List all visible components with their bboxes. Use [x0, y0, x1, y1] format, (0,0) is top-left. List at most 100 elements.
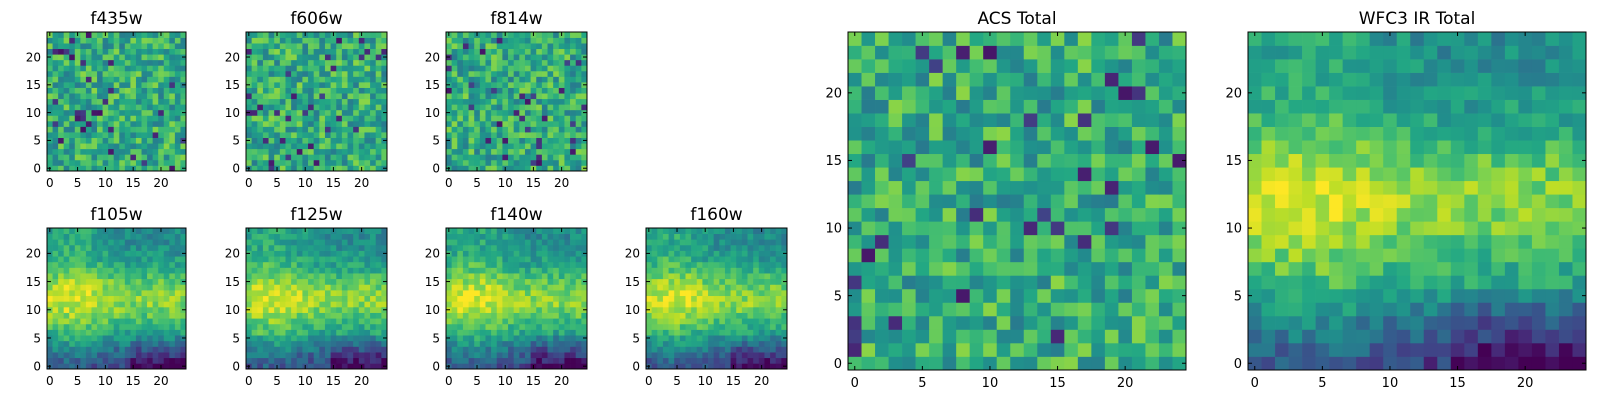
heatmap-cell — [308, 132, 315, 138]
heatmap-cell — [285, 32, 292, 38]
heatmap-cell — [358, 306, 365, 313]
heatmap-cell — [479, 250, 486, 257]
heatmap-cell — [570, 54, 577, 61]
heatmap-cell — [747, 357, 754, 364]
heatmap-cell — [364, 137, 371, 144]
heatmap-cell — [485, 295, 492, 302]
heatmap-cell — [741, 352, 748, 359]
heatmap-cell — [651, 278, 658, 285]
heatmap-cell — [530, 244, 537, 251]
heatmap-cell — [375, 76, 382, 83]
heatmap-cell — [358, 120, 365, 127]
heatmap-cell — [370, 82, 377, 88]
heatmap-cell — [85, 154, 92, 161]
heatmap-cell — [575, 290, 582, 297]
heatmap-cell — [169, 48, 176, 55]
heatmap-cell — [375, 159, 382, 166]
heatmap-cell — [581, 143, 588, 150]
heatmap-cell — [564, 329, 571, 336]
heatmap-cell — [468, 115, 475, 122]
heatmap-cell — [547, 329, 554, 336]
heatmap-cell — [719, 290, 726, 297]
heatmap-cell — [770, 250, 777, 257]
heatmap-cell — [1145, 275, 1160, 290]
heatmap-cell — [724, 329, 731, 336]
heatmap-cell — [502, 54, 509, 61]
heatmap-cell — [929, 153, 943, 168]
heatmap-cell — [169, 137, 176, 144]
heatmap-cell — [1023, 167, 1038, 182]
heatmap-cell — [502, 329, 509, 336]
heatmap-cell — [347, 76, 354, 83]
heatmap-cell — [279, 267, 286, 274]
heatmap-cell — [1104, 167, 1119, 182]
x-tick-label: 10 — [98, 176, 113, 190]
heatmap-cell — [496, 363, 503, 370]
heatmap-cell — [347, 323, 354, 330]
heatmap-cell — [296, 159, 303, 166]
heatmap-cell — [888, 180, 903, 195]
heatmap-cell — [451, 54, 458, 61]
heatmap-cell — [651, 306, 658, 313]
heatmap-cell — [180, 87, 187, 94]
heatmap-cell — [274, 82, 281, 88]
heatmap-cell — [775, 352, 782, 359]
heatmap-cell — [113, 318, 120, 325]
heatmap-cell — [279, 256, 286, 263]
heatmap-cell — [679, 239, 686, 246]
heatmap-cell — [457, 154, 464, 161]
heatmap-cell — [63, 115, 70, 122]
heatmap-cell — [336, 165, 343, 172]
heatmap-cell — [257, 323, 264, 330]
heatmap-cell — [330, 37, 337, 44]
heatmap-cell — [713, 329, 720, 336]
heatmap-cell — [124, 250, 131, 257]
heatmap-cell — [308, 318, 315, 325]
heatmap-cell — [279, 43, 286, 50]
heatmap-cell — [285, 148, 292, 155]
heatmap-cell — [696, 363, 703, 370]
x-tick-label: 10 — [98, 374, 113, 388]
heatmap-cell — [502, 98, 509, 105]
heatmap-cell — [158, 284, 165, 291]
heatmap-cell — [530, 115, 537, 122]
heatmap-cell — [541, 233, 548, 240]
heatmap-cell — [246, 115, 252, 122]
heatmap-cell — [274, 54, 281, 61]
heatmap-cell — [956, 315, 971, 330]
heatmap-cell — [108, 109, 115, 116]
heatmap-cell — [47, 104, 53, 111]
heatmap-cell — [163, 48, 170, 55]
heatmap-cell — [1064, 261, 1079, 276]
heatmap-cell — [63, 290, 70, 297]
heatmap-cell — [63, 154, 70, 161]
heatmap-cell — [80, 329, 87, 336]
heatmap-cell — [108, 228, 115, 234]
heatmap-cell — [69, 65, 76, 72]
heatmap-cell — [942, 207, 957, 222]
heatmap-cell — [381, 244, 388, 251]
heatmap-cell — [775, 329, 782, 336]
heatmap-cell — [381, 290, 388, 297]
heatmap-cells — [848, 32, 1187, 371]
heatmap-cell — [308, 352, 315, 359]
heatmap-cell — [163, 352, 170, 359]
heatmap-cell — [875, 207, 889, 222]
heatmap-cell — [651, 261, 658, 268]
heatmap-cell — [163, 120, 170, 127]
heatmap-cell — [446, 76, 452, 83]
heatmap-cell — [370, 59, 377, 66]
heatmap-cell — [358, 98, 365, 105]
heatmap-cell — [513, 43, 520, 50]
heatmap-cell — [313, 104, 320, 111]
heatmap-cell — [496, 352, 503, 359]
heatmap-cell — [1145, 207, 1160, 222]
heatmap-cell — [781, 256, 788, 263]
x-tick-label: 0 — [245, 374, 253, 388]
heatmap-cell — [451, 323, 458, 330]
heatmap-cell — [513, 301, 520, 308]
heatmap-cell — [330, 244, 337, 251]
heatmap-cell — [519, 32, 526, 38]
heatmap-cell — [536, 233, 543, 240]
heatmap-cell — [324, 352, 331, 359]
